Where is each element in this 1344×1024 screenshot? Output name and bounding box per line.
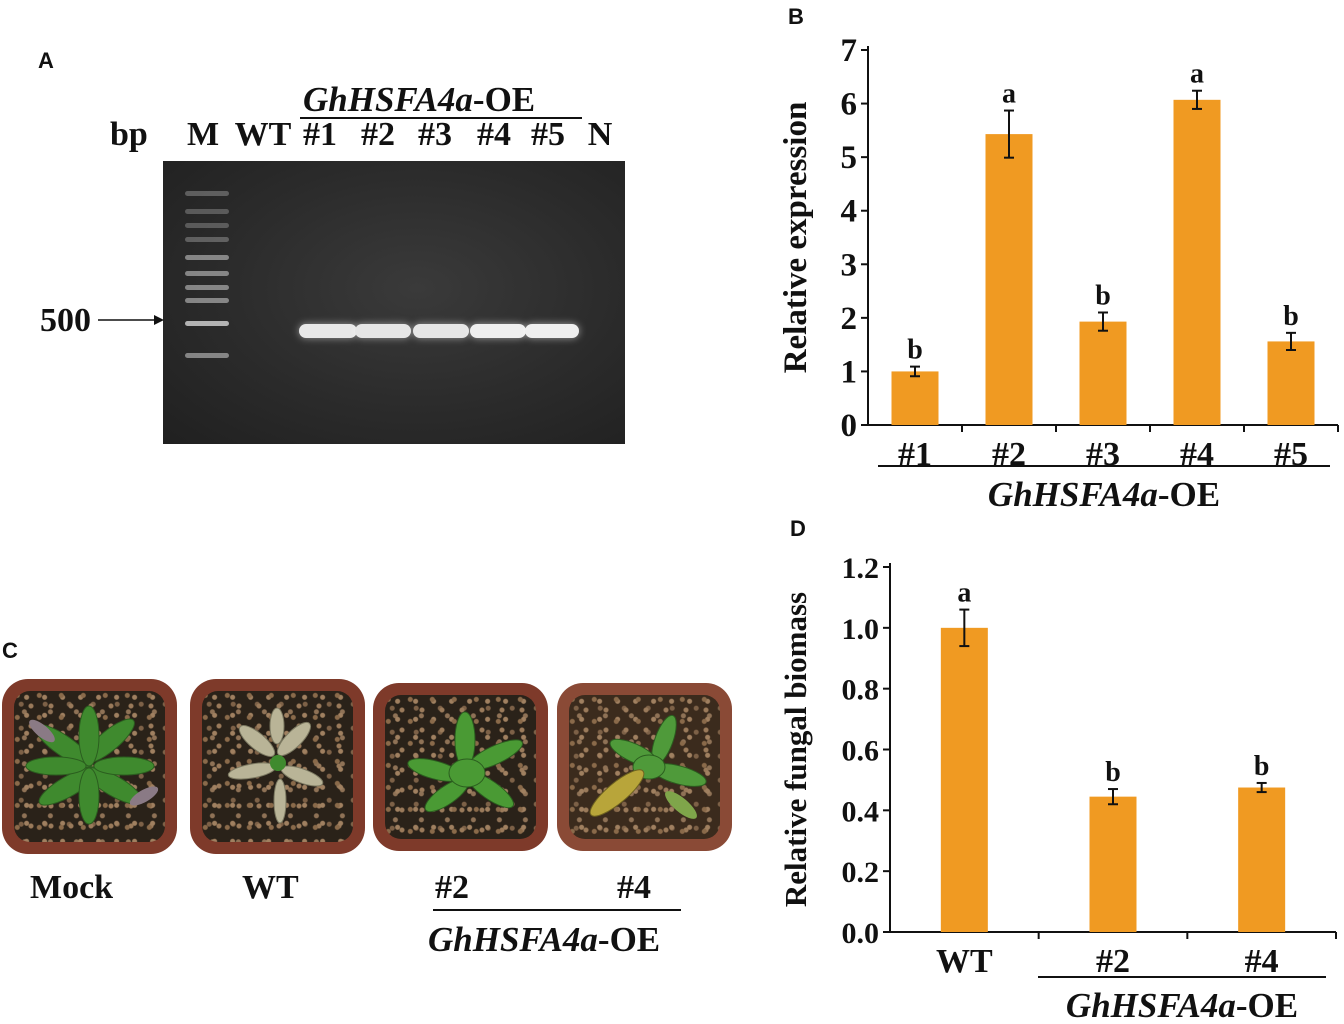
pot-mock <box>2 679 177 854</box>
gel-band-4 <box>470 324 526 338</box>
significance-letter: a <box>1190 59 1204 90</box>
photo-gene-suffix: -OE <box>597 920 661 959</box>
category-label: #3 <box>1086 436 1120 473</box>
photo-gene-label: GhHSFA4a-OE <box>428 922 660 957</box>
panel-letter-d: D <box>790 516 806 541</box>
significance-letter: a <box>957 578 971 609</box>
bar <box>1267 341 1315 425</box>
lane-label-m: M <box>186 116 220 153</box>
significance-letter: a <box>1002 79 1016 110</box>
panel-letter-b: B <box>788 4 804 29</box>
category-label: #4 <box>1245 943 1279 980</box>
y-tick-label: 5 <box>841 140 858 176</box>
group-label-suffix: -OE <box>1158 475 1220 514</box>
y-tick-label: 1.2 <box>842 552 880 585</box>
group-label-suffix: -OE <box>1236 986 1298 1024</box>
plant-oe2-image <box>407 711 523 813</box>
group-label: GhHSFA4a-OE <box>988 475 1220 514</box>
lane-label-3: #3 <box>418 116 452 153</box>
photo-gene-underline <box>433 909 681 911</box>
y-tick-label: 7 <box>841 33 858 69</box>
lane-label-4: #4 <box>477 116 511 153</box>
bar <box>1079 321 1127 425</box>
y-tick-label: 3 <box>841 247 858 283</box>
category-label: #2 <box>992 436 1026 473</box>
gel-band-5 <box>525 324 579 338</box>
gel-gene-suffix: -OE <box>472 80 536 119</box>
bar <box>1238 787 1286 932</box>
y-tick-label: 4 <box>841 194 858 230</box>
gel-band-3 <box>413 324 469 338</box>
y-tick-label: 0.2 <box>842 856 880 889</box>
plant-wt-image <box>227 707 324 824</box>
marker-500-label: 500 <box>40 302 91 339</box>
gel-gene-label: GhHSFA4a-OE <box>303 82 535 117</box>
lane-label-n: N <box>587 116 613 153</box>
gel-band-1 <box>299 324 357 338</box>
panel-letter-a: A <box>38 48 54 73</box>
category-label: #2 <box>1096 943 1130 980</box>
significance-letter: b <box>1105 757 1121 788</box>
marker-arrow <box>98 315 164 325</box>
pot-label-oe2: #2 <box>435 869 469 906</box>
gel-band-2 <box>355 324 411 338</box>
lane-label-wt: WT <box>234 116 292 153</box>
significance-letter: b <box>1254 751 1270 782</box>
group-label-italic: GhHSFA4a <box>988 475 1158 514</box>
pot-oe4 <box>557 683 732 851</box>
lane-label-1: #1 <box>303 116 337 153</box>
significance-letter: b <box>907 335 923 366</box>
category-label: #1 <box>898 436 932 473</box>
chart-relative-fungal-biomass: 0.0 0.2 0.4 0.6 0.8 1.0 1.2 Relative fungal bio… <box>778 552 1337 1024</box>
pot-oe2 <box>373 683 548 851</box>
category-label: #4 <box>1180 436 1214 473</box>
pot-label-wt: WT <box>242 869 299 906</box>
y-axis-label: Relative fungal biomass <box>778 592 813 907</box>
bar <box>891 371 939 425</box>
gel-gene-italic: GhHSFA4a <box>303 80 473 119</box>
plant-mock-image <box>25 705 159 825</box>
bar <box>1089 796 1137 932</box>
y-tick-label: 1.0 <box>842 613 880 646</box>
plant-oe4-image <box>589 714 707 819</box>
pot-wt <box>190 679 365 854</box>
lane-label-5: #5 <box>531 116 565 153</box>
gel-gene-underline <box>300 117 582 119</box>
y-tick-label: 2 <box>841 301 858 337</box>
y-tick-label: 0 <box>841 408 858 444</box>
photo-gene-italic: GhHSFA4a <box>428 920 598 959</box>
gel-image <box>163 161 625 444</box>
y-tick-label: 0.8 <box>842 674 880 707</box>
category-label: WT <box>936 943 993 980</box>
y-tick-label: 0.4 <box>842 795 880 828</box>
y-tick-label: 0.6 <box>842 735 880 768</box>
pot-label-oe4: #4 <box>617 869 651 906</box>
lane-label-2: #2 <box>361 116 395 153</box>
bar <box>985 134 1033 425</box>
chart-relative-expression: 0 1 2 3 4 5 6 7 Relative expression b #1 a #2 b #3 a #4 b… <box>778 33 1339 514</box>
significance-letter: b <box>1283 301 1299 332</box>
category-label: #5 <box>1274 436 1308 473</box>
y-tick-label: 1 <box>841 354 858 390</box>
panel-letter-c: C <box>2 638 18 663</box>
bp-label: bp <box>110 116 148 153</box>
group-label-italic: GhHSFA4a <box>1066 986 1236 1024</box>
y-axis-label: Relative expression <box>778 102 814 374</box>
significance-letter: b <box>1095 281 1111 312</box>
pot-label-mock: Mock <box>30 869 114 906</box>
bar <box>1173 99 1221 426</box>
bar <box>940 627 988 932</box>
group-label: GhHSFA4a-OE <box>1066 986 1298 1024</box>
y-tick-label: 0.0 <box>842 917 880 950</box>
y-tick-label: 6 <box>841 87 858 123</box>
